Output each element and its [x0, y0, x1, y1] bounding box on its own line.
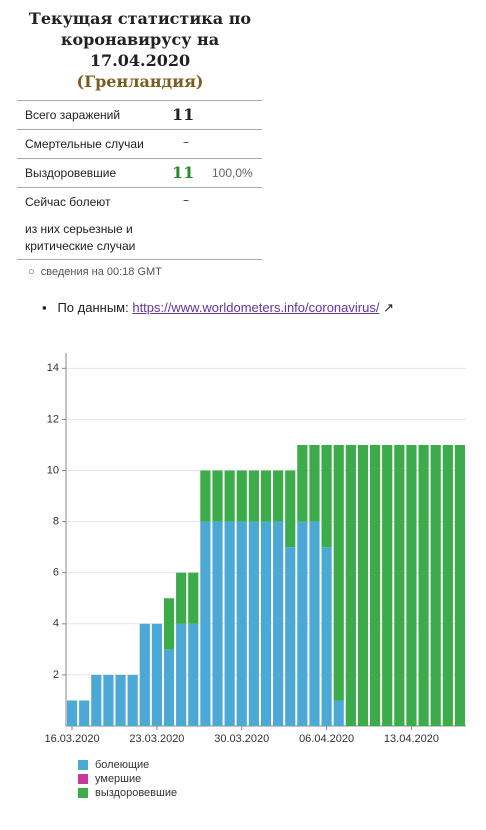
bar — [163, 598, 175, 650]
bar — [224, 470, 235, 522]
bar — [200, 470, 211, 522]
bar — [382, 444, 393, 726]
source-label: По данным: — [57, 300, 129, 315]
x-tick-label: 30.03.2020 — [214, 733, 269, 745]
legend-swatch — [78, 774, 88, 784]
bar — [357, 444, 369, 726]
bar — [236, 470, 247, 522]
bar — [200, 521, 211, 726]
source: ▪ По данным: https://www.worldometers.in… — [42, 300, 394, 315]
y-tick-label: 12 — [47, 413, 59, 425]
cell: Сейчас болеют — [25, 195, 111, 209]
bar — [454, 444, 466, 726]
bar — [91, 674, 102, 726]
bar — [176, 623, 187, 726]
bar — [406, 444, 417, 726]
bar — [248, 521, 259, 726]
x-tick-label: 23.03.2020 — [129, 733, 184, 745]
bar — [418, 444, 429, 726]
bar — [127, 674, 138, 726]
note-text: сведения на 00:18 GMT — [40, 266, 162, 278]
bar — [188, 572, 199, 624]
bar — [176, 572, 187, 624]
bar — [309, 444, 320, 522]
cell: – — [183, 135, 189, 149]
bar — [151, 623, 162, 726]
bar — [236, 521, 247, 726]
bar — [103, 674, 114, 726]
table-row: Сейчас болеют – из них серьезные и крити… — [17, 187, 262, 260]
bar — [115, 674, 126, 726]
bar — [370, 444, 381, 726]
country: (Гренландия) — [76, 72, 204, 91]
cell: 11 — [172, 163, 195, 182]
bar — [442, 444, 453, 726]
legend-label: выздоровевшие — [95, 787, 177, 799]
cell: – — [183, 193, 189, 207]
y-tick-label: 6 — [53, 567, 59, 579]
cell: 100,0% — [212, 166, 253, 180]
bar — [333, 444, 344, 701]
bar — [273, 521, 284, 726]
bar — [224, 521, 235, 726]
bar — [321, 444, 332, 548]
bar — [188, 623, 199, 726]
bar — [309, 521, 320, 726]
cell: Выздоровевшие — [25, 166, 117, 180]
bar — [394, 444, 405, 726]
bar — [260, 470, 272, 522]
x-tick-label: 16.03.2020 — [45, 733, 100, 745]
table-row: Выздоровевшие 11 100,0% — [17, 158, 262, 188]
bar — [321, 547, 332, 726]
title-block: Текущая статистика по коронавирусу на 17… — [20, 8, 260, 92]
note: ○ сведения на 00:18 GMT — [28, 266, 162, 278]
x-tick-label: 13.04.2020 — [384, 733, 439, 745]
cell: 11 — [172, 105, 195, 124]
legend-label: болеющие — [95, 759, 149, 771]
legend-label: умершие — [95, 773, 141, 785]
y-tick-label: 14 — [47, 362, 59, 374]
bar — [297, 521, 308, 726]
bar — [212, 470, 223, 522]
bar — [66, 700, 78, 726]
bar — [333, 700, 344, 726]
bar — [248, 470, 259, 522]
bar — [260, 521, 272, 726]
cell: из них серьезные и критические случаи — [25, 222, 136, 253]
bar — [345, 444, 356, 726]
y-tick-label: 2 — [53, 669, 59, 681]
cell: Смертельные случаи — [25, 137, 144, 151]
bar — [212, 521, 223, 726]
table-row: Смертельные случаи – — [17, 129, 262, 159]
bar — [79, 700, 90, 726]
source-link[interactable]: https://www.worldometers.info/coronaviru… — [132, 300, 380, 315]
legend-swatch — [78, 788, 88, 798]
x-tick-label: 06.04.2020 — [299, 733, 354, 745]
y-tick-label: 8 — [53, 516, 59, 528]
bar — [139, 623, 150, 726]
legend-swatch — [78, 760, 88, 770]
title: Текущая статистика по коронавирусу на 17… — [28, 9, 252, 70]
bar — [163, 649, 175, 726]
bar — [285, 547, 296, 726]
bar — [273, 470, 284, 522]
bar — [430, 444, 441, 726]
table-row: Всего заражений 11 — [17, 100, 262, 130]
y-tick-label: 10 — [47, 464, 59, 476]
bar — [285, 470, 296, 548]
bar — [297, 444, 308, 522]
cell: Всего заражений — [25, 108, 121, 122]
y-tick-label: 4 — [53, 618, 59, 630]
